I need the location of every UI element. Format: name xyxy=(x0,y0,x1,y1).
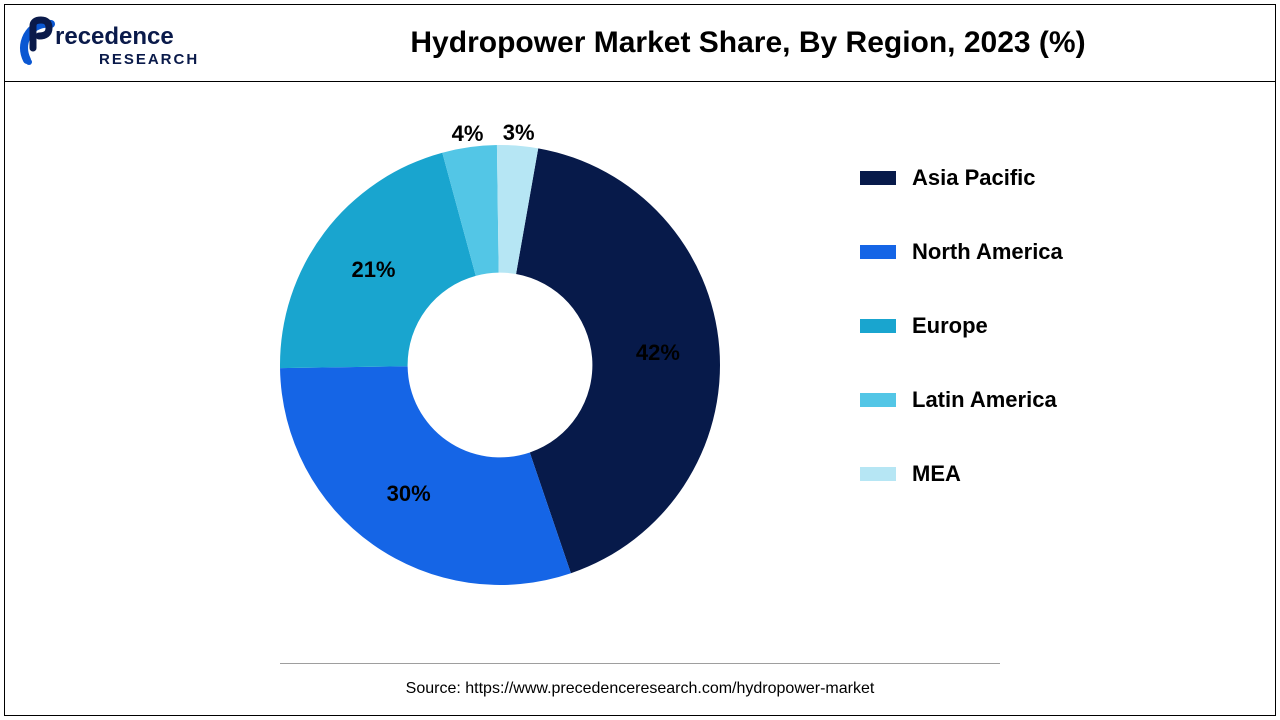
slice-label: 3% xyxy=(503,120,535,146)
logo-svg: recedence RESEARCH xyxy=(17,14,207,72)
chart-title: Hydropower Market Share, By Region, 2023… xyxy=(410,26,1085,60)
legend-item: North America xyxy=(860,239,1240,265)
legend-item: Asia Pacific xyxy=(860,165,1240,191)
logo: recedence RESEARCH xyxy=(4,4,220,82)
legend-label: Asia Pacific xyxy=(912,165,1036,191)
legend-swatch xyxy=(860,393,896,407)
legend-swatch xyxy=(860,467,896,481)
title-wrap: Hydropower Market Share, By Region, 2023… xyxy=(220,26,1276,60)
logo-top-text: recedence xyxy=(55,23,174,50)
donut-slice xyxy=(280,366,571,585)
legend-item: Latin America xyxy=(860,387,1240,413)
logo-bottom-text: RESEARCH xyxy=(99,51,199,68)
legend-swatch xyxy=(860,319,896,333)
slice-label: 4% xyxy=(452,121,484,147)
source-text: Source: https://www.precedenceresearch.c… xyxy=(0,680,1280,698)
chart-area: 42% 30% 21% 4% 3% Asia Pacific North America E… xyxy=(30,95,1250,650)
slice-label: 21% xyxy=(351,257,395,283)
divider-line xyxy=(280,663,1000,664)
logo-mark-icon xyxy=(24,20,51,65)
legend: Asia Pacific North America Europe Latin Ame… xyxy=(860,165,1240,535)
donut-chart: 42%30%21%4%3% xyxy=(260,125,740,605)
legend-swatch xyxy=(860,171,896,185)
legend-swatch xyxy=(860,245,896,259)
legend-item: MEA xyxy=(860,461,1240,487)
slice-label: 30% xyxy=(387,481,431,507)
legend-label: MEA xyxy=(912,461,961,487)
legend-label: Europe xyxy=(912,313,988,339)
legend-item: Europe xyxy=(860,313,1240,339)
header-row: recedence RESEARCH Hydropower Market Sha… xyxy=(4,4,1276,82)
legend-label: Latin America xyxy=(912,387,1057,413)
legend-label: North America xyxy=(912,239,1063,265)
slice-label: 42% xyxy=(636,340,680,366)
